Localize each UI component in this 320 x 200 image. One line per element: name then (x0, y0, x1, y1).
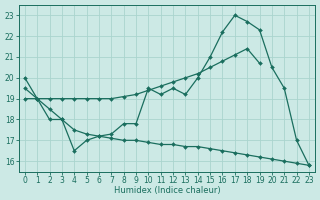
X-axis label: Humidex (Indice chaleur): Humidex (Indice chaleur) (114, 186, 220, 195)
